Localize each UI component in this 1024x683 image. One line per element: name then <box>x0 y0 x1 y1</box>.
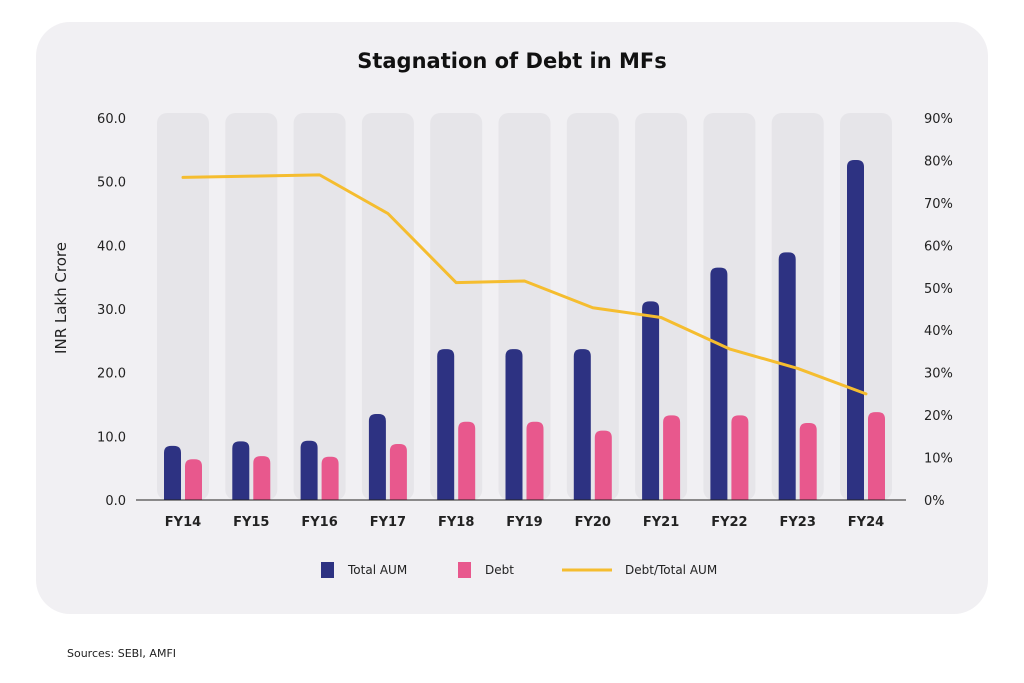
column-bg-fy14 <box>157 113 209 500</box>
bar-debt-fy14 <box>185 459 202 500</box>
legend-label-debt-total-aum: Debt/Total AUM <box>625 563 717 577</box>
bar-debt-fy16 <box>321 456 339 500</box>
y2-tick-label: 50% <box>924 282 953 297</box>
bar-debt-fy24 <box>868 412 885 500</box>
bar-total-aum-fy23 <box>778 252 796 500</box>
x-tick-label-fy22: FY22 <box>711 515 747 530</box>
y2-tick-label: 0% <box>924 494 945 509</box>
bar-total-aum-fy22 <box>710 267 728 500</box>
x-tick-label-fy15: FY15 <box>233 515 269 530</box>
x-tick-label-fy23: FY23 <box>780 515 816 530</box>
x-tick-label-fy24: FY24 <box>848 515 884 530</box>
x-tick-label-fy16: FY16 <box>301 515 337 530</box>
column-bg-fy17 <box>361 113 414 500</box>
column-bg-fy16 <box>293 113 346 500</box>
y2-tick-label: 90% <box>924 112 953 127</box>
bar-debt-fy19 <box>526 421 544 500</box>
y2-tick-label: 80% <box>924 154 953 169</box>
x-axis: FY14 FY15 FY16 FY17 FY18 FY19 FY20 FY21 FY22 FY23… <box>165 515 884 530</box>
x-tick-label-fy14: FY14 <box>165 515 201 530</box>
x-tick-label-fy17: FY17 <box>370 515 406 530</box>
y-tick-label: 30.0 <box>97 303 126 318</box>
x-tick-label-fy20: FY20 <box>575 515 611 530</box>
bar-debt-fy17 <box>389 443 407 500</box>
x-tick-label-fy21: FY21 <box>643 515 679 530</box>
y-axis-left: 0.0 10.0 20.0 30.0 40.0 50.0 60.0 <box>97 112 126 509</box>
bar-debt-fy21 <box>663 415 681 500</box>
bar-debt-fy22 <box>731 415 749 500</box>
bar-debt-fy18 <box>458 421 476 500</box>
bar-total-aum-fy17 <box>368 414 386 500</box>
y2-tick-label: 70% <box>924 197 953 212</box>
chart-title: Stagnation of Debt in MFs <box>357 49 667 73</box>
ratio-line-series <box>181 173 868 396</box>
x-tick-label-fy18: FY18 <box>438 515 474 530</box>
y2-tick-label: 30% <box>924 367 953 382</box>
y-tick-label: 0.0 <box>105 494 126 509</box>
y-axis-right: 0% 10% 20% 30% 40% 50% 60% 70% 80% 90% <box>924 112 953 509</box>
y-tick-label: 20.0 <box>97 367 126 382</box>
bar-debt-fy23 <box>799 422 817 500</box>
x-tick-label-fy19: FY19 <box>506 515 542 530</box>
sources-note: Sources: SEBI, AMFI <box>67 647 177 660</box>
y-tick-label: 60.0 <box>97 112 126 127</box>
legend: Total AUM Debt Debt/Total AUM <box>321 562 717 578</box>
bar-total-aum-fy15 <box>232 441 250 500</box>
y-axis-label: INR Lakh Crore <box>52 242 70 354</box>
y2-tick-label: 10% <box>924 452 953 467</box>
legend-swatch-debt <box>458 562 471 578</box>
bar-total-aum-fy16 <box>300 440 318 500</box>
legend-label-total-aum: Total AUM <box>347 563 407 577</box>
y-tick-label: 10.0 <box>97 430 126 445</box>
bar-total-aum-fy14 <box>164 445 181 500</box>
bar-total-aum-fy21 <box>642 301 660 500</box>
bar-debt-fy20 <box>594 430 612 500</box>
bar-total-aum-fy24 <box>847 160 864 500</box>
bar-debt-fy15 <box>253 456 271 500</box>
legend-swatch-total-aum <box>321 562 334 578</box>
bar-total-aum-fy19 <box>505 349 523 500</box>
bar-total-aum-fy20 <box>573 349 591 500</box>
y2-tick-label: 60% <box>924 239 953 254</box>
y2-tick-label: 20% <box>924 409 953 424</box>
y-tick-label: 50.0 <box>97 176 126 191</box>
legend-label-debt: Debt <box>485 563 514 577</box>
column-bg-fy15 <box>225 113 278 500</box>
bar-total-aum-fy18 <box>437 349 455 500</box>
y2-tick-label: 40% <box>924 324 953 339</box>
y-tick-label: 40.0 <box>97 239 126 254</box>
bars <box>164 160 885 500</box>
